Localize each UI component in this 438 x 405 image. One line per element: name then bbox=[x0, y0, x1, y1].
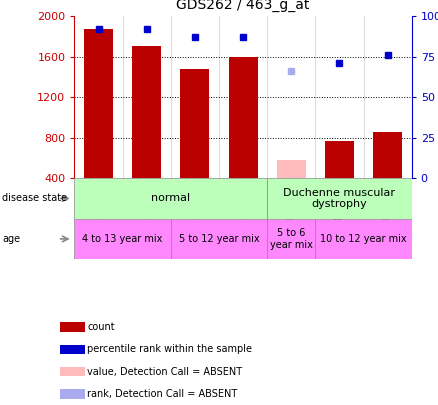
Bar bbox=[132, 46, 161, 178]
Text: 4 to 13 year mix: 4 to 13 year mix bbox=[82, 234, 163, 244]
Bar bbox=[229, 57, 258, 178]
Text: normal: normal bbox=[151, 194, 191, 203]
Text: 5 to 6
year mix: 5 to 6 year mix bbox=[270, 228, 313, 250]
Text: disease state: disease state bbox=[2, 194, 67, 203]
Bar bbox=[315, 219, 412, 259]
Text: 5 to 12 year mix: 5 to 12 year mix bbox=[179, 234, 259, 244]
Bar bbox=[60, 322, 85, 332]
Bar bbox=[74, 178, 267, 219]
Bar bbox=[373, 132, 402, 178]
Bar bbox=[325, 141, 354, 178]
Bar bbox=[277, 160, 306, 178]
Text: age: age bbox=[2, 234, 20, 244]
Text: value, Detection Call = ABSENT: value, Detection Call = ABSENT bbox=[87, 367, 242, 377]
Text: percentile rank within the sample: percentile rank within the sample bbox=[87, 344, 252, 354]
Text: 10 to 12 year mix: 10 to 12 year mix bbox=[320, 234, 407, 244]
Bar bbox=[171, 219, 267, 259]
Bar bbox=[60, 389, 85, 399]
Bar bbox=[74, 219, 171, 259]
Bar bbox=[84, 29, 113, 178]
Text: count: count bbox=[87, 322, 115, 332]
Bar bbox=[267, 178, 412, 219]
Bar bbox=[60, 345, 85, 354]
Text: rank, Detection Call = ABSENT: rank, Detection Call = ABSENT bbox=[87, 389, 237, 399]
Bar bbox=[267, 219, 315, 259]
Text: Duchenne muscular
dystrophy: Duchenne muscular dystrophy bbox=[283, 188, 396, 209]
Bar bbox=[180, 69, 209, 178]
Title: GDS262 / 463_g_at: GDS262 / 463_g_at bbox=[177, 0, 310, 13]
Bar bbox=[60, 367, 85, 376]
